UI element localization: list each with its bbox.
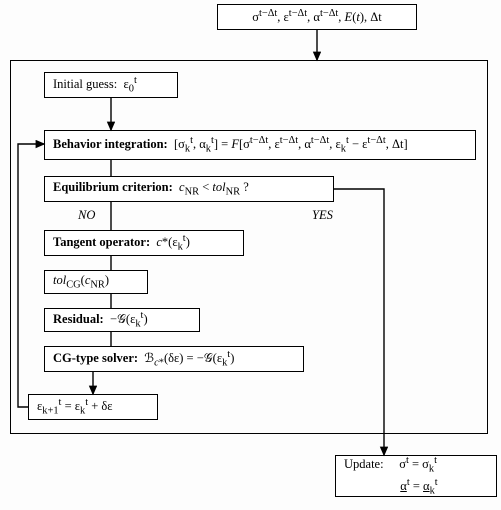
tolcg-label: tolCG(cNR)	[53, 273, 109, 291]
tangent-operator-box: Tangent operator: c*(εkt)	[44, 230, 244, 256]
residual-label: Residual: −𝒢(εkt)	[53, 310, 148, 330]
input-box: σt−Δt, εt−Δt, αt−Δt, E(t), Δt	[217, 4, 417, 30]
initial-guess-label: Initial guess: ε0t	[53, 75, 137, 95]
behavior-integration-box: Behavior integration: [σkt, αkt] = F[σt−…	[44, 130, 476, 160]
equilibrium-criterion-box: Equilibrium criterion: cNR < tolNR ?	[44, 176, 334, 202]
residual-box: Residual: −𝒢(εkt)	[44, 308, 200, 332]
tolcg-box: tolCG(cNR)	[44, 270, 148, 294]
output-update-label: Update: σt = σkt αt = αkt	[344, 454, 438, 498]
epsilon-update-box: εk+1t = εkt + δε	[28, 394, 158, 420]
initial-guess-box: Initial guess: ε0t	[44, 72, 178, 98]
behavior-integration-label: Behavior integration: [σkt, αkt] = F[σt−…	[53, 135, 408, 155]
cg-solver-box: CG-type solver: ℬc*(δε) = −𝒢(εkt)	[44, 346, 304, 372]
epsilon-update-label: εk+1t = εkt + δε	[37, 397, 113, 417]
tangent-operator-label: Tangent operator: c*(εkt)	[53, 233, 190, 253]
output-update-box: Update: σt = σkt αt = αkt	[335, 455, 497, 497]
cg-solver-label: CG-type solver: ℬc*(δε) = −𝒢(εkt)	[53, 349, 234, 369]
equilibrium-criterion-label: Equilibrium criterion: cNR < tolNR ?	[53, 180, 249, 198]
yes-branch-label: YES	[312, 208, 333, 223]
flowchart-canvas: σt−Δt, εt−Δt, αt−Δt, E(t), Δt Initial gu…	[0, 0, 501, 510]
input-label: σt−Δt, εt−Δt, αt−Δt, E(t), Δt	[252, 8, 382, 25]
no-branch-label: NO	[78, 208, 95, 223]
